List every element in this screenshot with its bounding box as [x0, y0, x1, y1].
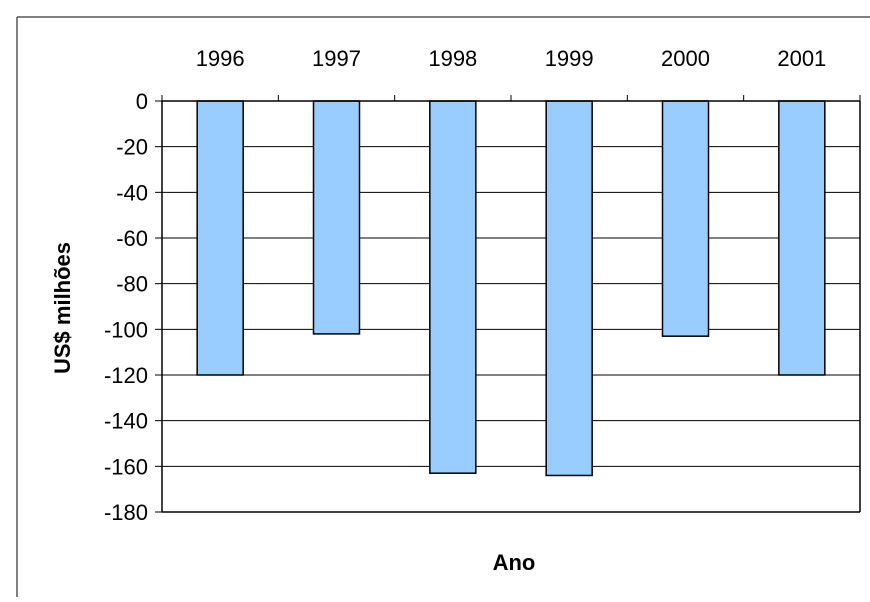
bar	[312, 100, 361, 335]
bars	[196, 100, 826, 477]
y-tick-label: -160	[104, 454, 148, 479]
y-tick-label: -40	[116, 180, 148, 205]
y-tick-label: -120	[104, 363, 148, 388]
bar	[196, 100, 244, 376]
y-tick-labels: 0 -20 -40 -60 -80 -100 -120 -140 -160 -180	[104, 89, 148, 525]
category-label: 2001	[777, 46, 826, 71]
y-tick-label: -60	[116, 226, 148, 251]
category-label: 1998	[428, 46, 477, 71]
category-label: 1996	[196, 46, 245, 71]
category-label: 1997	[312, 46, 361, 71]
y-tick-label: -80	[116, 272, 148, 297]
y-tick-label: -140	[104, 409, 148, 434]
bar	[429, 100, 477, 474]
bar	[545, 100, 593, 477]
category-label: 1999	[545, 46, 594, 71]
y-tick-label: -100	[104, 317, 148, 342]
y-tick-label: 0	[136, 89, 148, 114]
category-label: 2000	[661, 46, 710, 71]
y-tick-label: -20	[116, 135, 148, 160]
category-labels: 1996 1997 1998 1999 2000 2001	[196, 46, 827, 71]
y-axis-title: US$ milhões	[50, 242, 75, 374]
y-tick-label: -180	[104, 500, 148, 525]
x-axis-title: Ano	[493, 550, 536, 575]
gridlines	[162, 146, 860, 513]
axes	[155, 95, 861, 513]
bar	[778, 100, 826, 376]
bar	[661, 100, 710, 337]
